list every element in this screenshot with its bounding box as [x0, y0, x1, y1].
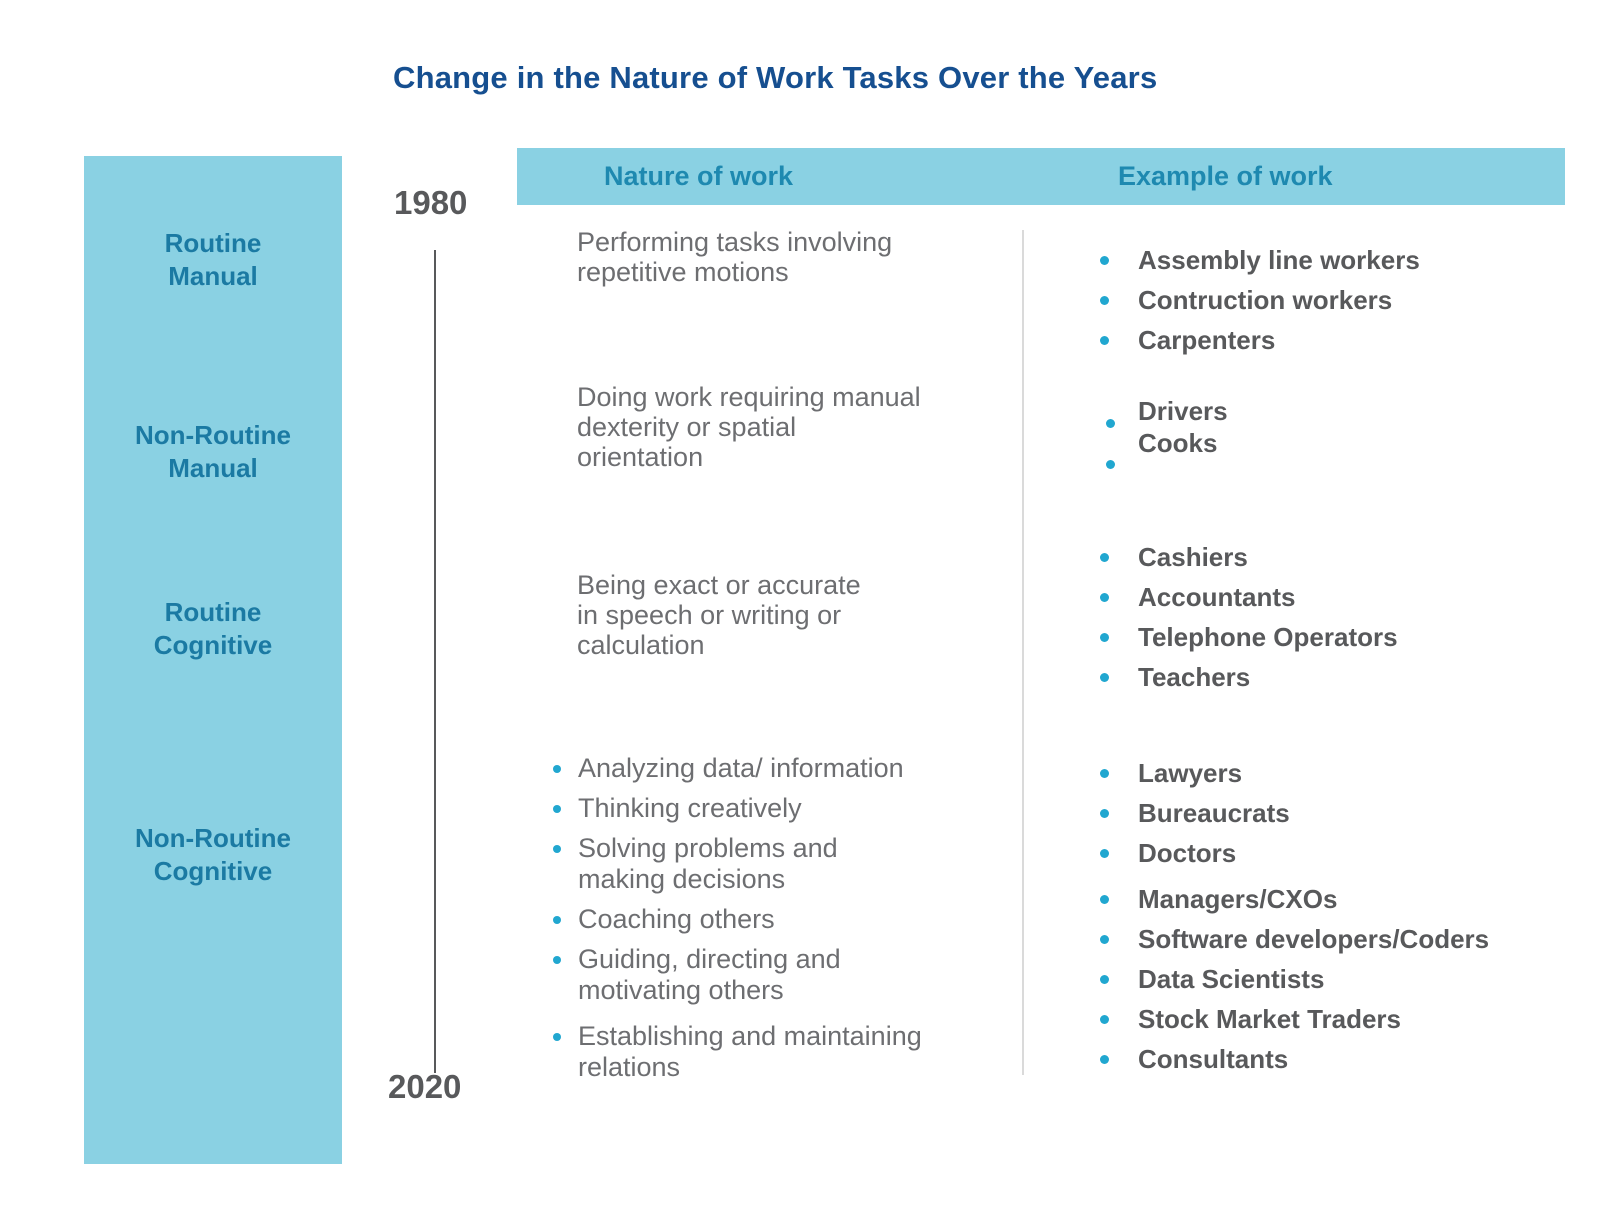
- bullet-icon: [1100, 1055, 1109, 1064]
- list-item-label: Bureaucrats: [1138, 798, 1290, 828]
- nature-bullet-list-non-routine-cognitive: Analyzing data/ information Thinking cre…: [553, 753, 973, 1092]
- example-list-non-routine-cognitive: Lawyers Bureaucrats Doctors Managers/CXO…: [1100, 758, 1580, 1084]
- list-item: Analyzing data/ information: [553, 753, 973, 784]
- bullet-icon: [1106, 460, 1115, 469]
- list-item-label: Solving problems and making decisions: [578, 833, 838, 894]
- bullet-icon: [1100, 593, 1109, 602]
- bullet-icon: [1106, 419, 1115, 428]
- bullet-icon: [1100, 809, 1109, 818]
- bullet-icon: [1100, 849, 1109, 858]
- list-item-label: Contruction workers: [1138, 285, 1393, 315]
- list-item-label: Cooks: [1138, 428, 1218, 458]
- nature-text-routine-manual: Performing tasks involving repetitive mo…: [577, 227, 893, 287]
- list-item-label: Software developers/Coders: [1138, 924, 1490, 954]
- list-item: Thinking creatively: [553, 793, 973, 824]
- bullet-icon: [1100, 673, 1109, 682]
- list-item: Guiding, directing and motivating others: [553, 944, 973, 1006]
- list-item: Doctors: [1100, 838, 1580, 869]
- list-item: Carpenters: [1100, 325, 1560, 356]
- timeline-start-year: 1980: [394, 184, 468, 221]
- bullet-icon: [553, 1033, 561, 1041]
- bullet-icon: [553, 956, 561, 964]
- category-band: Routine Manual Non-Routine Manual Routin…: [84, 156, 342, 1164]
- bullet-icon: [1100, 769, 1109, 778]
- bullet-icon: [553, 845, 561, 853]
- bullet-icon: [553, 805, 561, 813]
- list-item-label: Coaching others: [578, 904, 775, 934]
- list-item-label: Telephone Operators: [1138, 622, 1398, 652]
- bullet-icon: [1100, 633, 1109, 642]
- category-label-routine-manual: Routine Manual: [164, 228, 262, 291]
- list-item: Software developers/Coders: [1100, 924, 1580, 955]
- list-item: Solving problems and making decisions: [553, 833, 973, 895]
- list-item-label: Drivers: [1138, 396, 1228, 426]
- list-item-label: Thinking creatively: [578, 793, 802, 823]
- bullet-icon: [553, 916, 561, 924]
- list-item-label: Analyzing data/ information: [578, 753, 904, 783]
- list-item-label: Carpenters: [1138, 325, 1276, 355]
- bullet-icon: [1100, 975, 1109, 984]
- column-divider: [1022, 230, 1024, 1075]
- bullet-icon: [1100, 935, 1109, 944]
- list-item: Lawyers: [1100, 758, 1580, 789]
- bullet-icon: [1100, 336, 1109, 345]
- example-list-routine-cognitive: Cashiers Accountants Telephone Operators…: [1100, 542, 1560, 702]
- page-title: Change in the Nature of Work Tasks Over …: [393, 60, 1158, 95]
- table-header-band: Nature of work Example of work: [517, 148, 1565, 205]
- list-item: Telephone Operators: [1100, 622, 1560, 653]
- category-label-routine-cognitive: Routine Cognitive: [153, 597, 273, 660]
- column-header-nature-of-work: Nature of work: [604, 161, 794, 191]
- nature-text-routine-cognitive: Being exact or accurate in speech or wri…: [577, 570, 861, 660]
- list-item-label: Doctors: [1138, 838, 1237, 868]
- list-item: Bureaucrats: [1100, 798, 1580, 829]
- bullet-icon: [553, 765, 561, 773]
- list-item: Data Scientists: [1100, 964, 1580, 995]
- list-item: Stock Market Traders: [1100, 1004, 1580, 1035]
- example-list-non-routine-manual: Drivers Cooks: [1138, 395, 1228, 459]
- list-item: Teachers: [1100, 662, 1560, 693]
- bullet-icon: [1100, 256, 1109, 265]
- list-item-label: Teachers: [1138, 662, 1251, 692]
- list-item-label: Guiding, directing and motivating others: [578, 944, 841, 1005]
- list-item-label: Lawyers: [1138, 758, 1243, 788]
- list-item: Cashiers: [1100, 542, 1560, 573]
- list-item-label: Establishing and maintaining relations: [578, 1021, 922, 1082]
- timeline-end-year: 2020: [388, 1068, 462, 1105]
- example-list-routine-manual: Assembly line workers Contruction worker…: [1100, 245, 1560, 365]
- category-label-non-routine-cognitive: Non-Routine Cognitive: [135, 823, 291, 886]
- bullet-icon: [1100, 553, 1109, 562]
- list-item-label: Accountants: [1138, 582, 1296, 612]
- list-item-label: Stock Market Traders: [1138, 1004, 1402, 1034]
- list-item-label: Data Scientists: [1138, 964, 1325, 994]
- bullet-icon: [1100, 1015, 1109, 1024]
- list-item: Managers/CXOs: [1100, 884, 1580, 915]
- list-item-label: Managers/CXOs: [1138, 884, 1338, 914]
- column-header-example-of-work: Example of work: [1118, 161, 1333, 191]
- category-label-non-routine-manual: Non-Routine Manual: [135, 420, 291, 483]
- list-item: Coaching others: [553, 904, 973, 935]
- list-item: Assembly line workers: [1100, 245, 1560, 276]
- bullet-icon: [1100, 296, 1109, 305]
- list-item: Accountants: [1100, 582, 1560, 613]
- list-item-label: Consultants: [1138, 1044, 1289, 1074]
- list-item: Establishing and maintaining relations: [553, 1021, 973, 1083]
- bullet-icon: [1100, 895, 1109, 904]
- nature-text-non-routine-manual: Doing work requiring manual dexterity or…: [577, 382, 921, 472]
- timeline-line: [434, 250, 436, 1073]
- list-item: Contruction workers: [1100, 285, 1560, 316]
- list-item: Consultants: [1100, 1044, 1580, 1075]
- list-item-label: Assembly line workers: [1138, 245, 1420, 275]
- list-item-label: Cashiers: [1138, 542, 1248, 572]
